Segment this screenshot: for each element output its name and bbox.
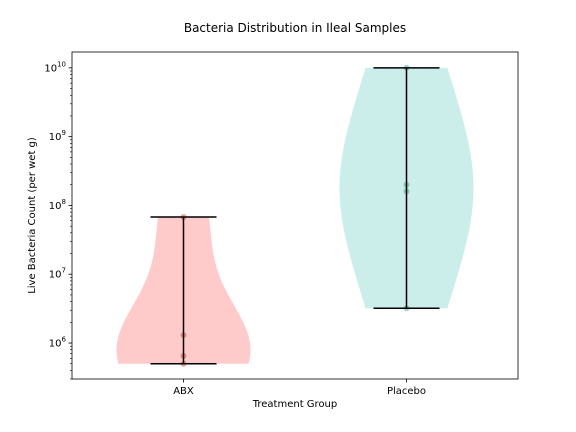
violin-layer	[116, 64, 474, 367]
x-tick-label: ABX	[173, 386, 194, 397]
chart-title: Bacteria Distribution in Ileal Samples	[184, 21, 406, 35]
y-tick-label: 108	[49, 198, 66, 212]
x-axis: ABX Placebo	[173, 379, 426, 397]
plot-frame	[71, 51, 519, 380]
x-tick-label: Placebo	[387, 386, 426, 397]
y-tick-label: 106	[49, 336, 67, 350]
y-tick-label: 109	[49, 129, 66, 143]
y-tick-label: 1010	[44, 60, 66, 74]
y-axis-label: Live Bacteria Count (per wet g)	[27, 137, 38, 294]
y-tick-label: 107	[49, 267, 66, 281]
y-axis: 106 107 108 109 1010	[44, 60, 72, 380]
x-axis-label: Treatment Group	[252, 399, 338, 410]
